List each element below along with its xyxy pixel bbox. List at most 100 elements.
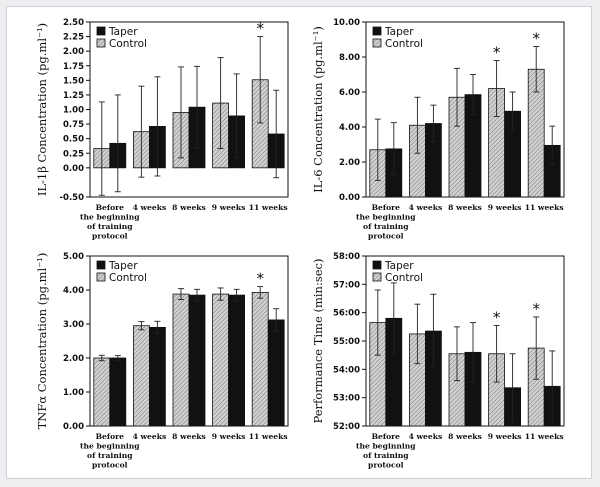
x-category-label: 9 weeks (488, 203, 522, 212)
y-tick-label: 2.50 (63, 18, 84, 28)
significance-marker: * (493, 44, 501, 62)
legend-label-control: Control (109, 38, 147, 50)
x-category-label: 9 weeks (488, 432, 522, 441)
x-category-label: of training (87, 451, 133, 460)
control-bar (93, 357, 111, 427)
legend-label-taper: Taper (108, 26, 138, 38)
x-category-label: 4 weeks (133, 203, 167, 212)
control-bar (251, 291, 269, 427)
x-category-label: the beginning (80, 442, 140, 451)
x-category-label: 4 weeks (133, 432, 167, 441)
y-tick-label: 1.25 (63, 91, 84, 101)
y-tick-label: 56:00 (333, 309, 360, 319)
y-tick-label: 1.75 (63, 62, 84, 72)
y-tick-label: 3.00 (63, 320, 84, 330)
x-category-label: 8 weeks (172, 203, 206, 212)
y-tick-label: 4.00 (339, 123, 360, 133)
x-category-label: protocol (368, 232, 404, 241)
y-tick-label: 0.75 (63, 120, 84, 130)
y-tick-label: 2.00 (63, 47, 84, 57)
control-bar (212, 293, 230, 427)
y-tick-label: 1.50 (63, 76, 84, 86)
y-axis-label: Performance Time (min:sec) (311, 259, 325, 424)
x-category-label: Before (96, 432, 125, 441)
legend-swatch-taper (372, 260, 382, 270)
x-category-label: 9 weeks (212, 203, 246, 212)
x-category-label: 9 weeks (212, 432, 246, 441)
x-category-label: 8 weeks (448, 203, 482, 212)
y-tick-label: 57:00 (333, 280, 360, 290)
y-tick-label: 0.00 (339, 193, 360, 203)
y-tick-label: 52:00 (333, 422, 360, 432)
x-category-label: 11 weeks (525, 432, 564, 441)
legend-swatch-control (372, 272, 382, 282)
legend-label-control: Control (109, 272, 147, 284)
y-tick-label: 0.50 (63, 135, 84, 145)
y-tick-label: 0.25 (63, 149, 84, 159)
y-tick-label: 2.00 (339, 158, 360, 168)
legend-label-control: Control (385, 38, 423, 50)
y-axis-label: IL-1β Concentration (pg.ml⁻¹) (35, 23, 49, 196)
y-tick-label: 58:00 (333, 252, 360, 262)
y-tick-label: 1.00 (63, 388, 84, 398)
y-tick-label: 0.00 (63, 422, 84, 432)
significance-marker: * (532, 30, 540, 48)
y-tick-label: 53:00 (333, 394, 360, 404)
legend-swatch-taper (372, 26, 382, 36)
x-category-label: 11 weeks (249, 432, 288, 441)
legend-swatch-control (96, 272, 106, 282)
x-category-label: protocol (92, 461, 128, 470)
taper-bar (228, 294, 246, 427)
legend-label-taper: Taper (384, 26, 414, 38)
x-category-label: the beginning (356, 442, 416, 451)
chart-panel-4: 52:00 53:00 54:00 55:00 56:00 57:00 58:00 Perfo… (311, 252, 565, 470)
y-tick-label: 2.00 (63, 354, 84, 364)
y-tick-label: 6.00 (339, 88, 360, 98)
chart-panel-1: -0.50 0.00 0.25 0.50 0.75 1.00 1.25 1.50 1.75 2.0… (35, 18, 289, 241)
x-category-label: the beginning (356, 213, 416, 222)
chart-panel-3: 0.00 1.00 2.00 3.00 4.00 5.00 TNFα Concentrati… (35, 252, 289, 470)
x-category-label: protocol (92, 232, 128, 241)
x-category-label: 8 weeks (172, 432, 206, 441)
x-category-label: of training (87, 222, 133, 231)
legend-label-control: Control (385, 272, 423, 284)
significance-marker: * (493, 308, 501, 326)
y-tick-label: 1.00 (63, 106, 84, 116)
significance-marker: * (256, 20, 264, 38)
legend-swatch-taper (96, 260, 106, 270)
x-category-label: 11 weeks (249, 203, 288, 212)
x-category-label: 4 weeks (409, 203, 443, 212)
y-tick-label: 4.00 (63, 286, 84, 296)
y-tick-label: 0.00 (63, 164, 84, 174)
y-tick-label: 54:00 (333, 365, 360, 375)
y-tick-label: 10.00 (333, 18, 360, 28)
legend-swatch-control (96, 38, 106, 48)
y-tick-label: 55:00 (333, 337, 360, 347)
legend-swatch-control (372, 38, 382, 48)
taper-bar (148, 326, 166, 427)
taper-bar (109, 357, 127, 427)
significance-marker: * (532, 300, 540, 318)
legend-label-taper: Taper (384, 260, 414, 272)
x-category-label: Before (96, 203, 125, 212)
control-bar (132, 325, 150, 427)
y-tick-label: 2.25 (63, 33, 84, 43)
x-category-label: of training (363, 222, 409, 231)
x-category-label: the beginning (80, 213, 140, 222)
y-axis-label: IL-6 Concentration (pg.ml⁻¹) (311, 26, 325, 193)
x-category-label: of training (363, 451, 409, 460)
x-category-label: Before (372, 203, 401, 212)
chart-panel-2: 0.00 2.00 4.00 6.00 8.00 10.00 IL-6 Concentrat… (311, 18, 565, 241)
x-category-label: 4 weeks (409, 432, 443, 441)
significance-marker: * (256, 270, 264, 288)
control-bar (172, 293, 190, 427)
x-category-label: 8 weeks (448, 432, 482, 441)
x-category-label: 11 weeks (525, 203, 564, 212)
y-axis-label: TNFα Concentration (pg.ml⁻¹) (35, 253, 49, 430)
taper-bar (267, 319, 285, 427)
y-tick-label: -0.50 (60, 193, 85, 203)
legend-swatch-taper (96, 26, 106, 36)
legend-label-taper: Taper (108, 260, 138, 272)
taper-bar (188, 294, 206, 427)
